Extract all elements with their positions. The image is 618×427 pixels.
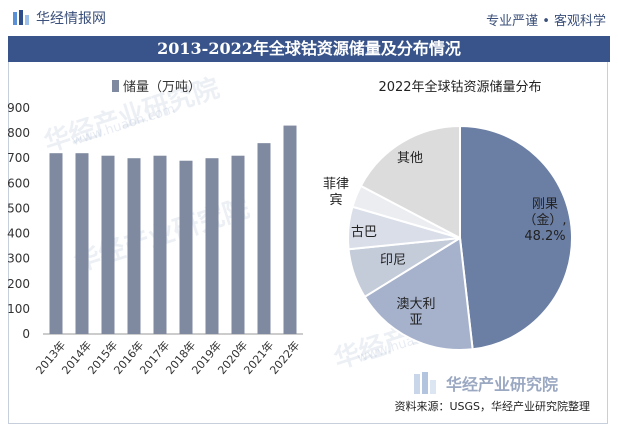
bar <box>101 155 115 334</box>
brand-name: 华经情报网 <box>36 11 106 27</box>
legend-swatch <box>112 80 119 92</box>
y-tick-label: 900 <box>7 101 30 115</box>
pie-slice-label-line: 澳大利 <box>396 296 435 312</box>
pie-title: 2022年全球钴资源储量分布 <box>378 79 541 95</box>
pie-slice <box>359 124 461 240</box>
legend-label: 储量（万吨） <box>123 80 201 95</box>
pie-slice-label-line: 菲律 <box>323 177 349 192</box>
slogan: 专业严谨 • 客观科学 <box>486 14 606 29</box>
pie-slice <box>363 236 474 351</box>
source-note: 资料来源：USGS，华经产业研究院整理 <box>394 400 590 413</box>
y-tick-label: 800 <box>7 126 30 140</box>
y-tick-label: 400 <box>7 227 30 241</box>
y-tick-label: 100 <box>7 302 30 316</box>
pie-slice-label-line: 48.2% <box>524 229 565 244</box>
brand: 华经情报网 <box>12 8 106 28</box>
pie-slice-label-line: 印尼 <box>380 253 406 268</box>
corner-logo-icon <box>414 372 436 394</box>
corner-logo: 华经产业研究院 <box>412 370 558 396</box>
y-tick-label: 500 <box>7 201 30 215</box>
pie-slice-label: 澳大利亚 <box>396 296 435 328</box>
bar-chart: 储量（万吨）01002003004005006007008009002013年2… <box>7 80 303 377</box>
y-tick-label: 700 <box>7 151 30 165</box>
y-tick-label: 600 <box>7 176 30 190</box>
y-tick-label: 200 <box>7 277 30 291</box>
top-bar: 华经情报网 专业严谨 • 客观科学 <box>0 0 618 36</box>
pie-slice-label: 菲律宾 <box>323 177 349 208</box>
pie-slice-label-line: 宾 <box>329 192 342 208</box>
pie-slice-label-line: （金）, <box>523 212 566 228</box>
y-tick-label: 300 <box>7 252 30 266</box>
pie-slice-label: 刚果（金）, 48.2% <box>523 197 566 244</box>
pie-slice-label-line: 其他 <box>397 151 423 166</box>
brand-logo-icon <box>13 10 29 25</box>
bar <box>205 158 219 334</box>
pie-slice-label-line: 刚果 <box>532 197 558 212</box>
bar <box>283 125 297 334</box>
bar <box>179 160 193 334</box>
chart-frame <box>8 62 608 424</box>
pie-slice-label-line: 古巴 <box>351 225 377 240</box>
bar <box>127 158 141 334</box>
bar <box>231 155 245 334</box>
bar <box>153 155 167 334</box>
bar <box>49 153 63 334</box>
bar <box>257 143 271 334</box>
pie-slice-label: 印尼 <box>380 253 406 268</box>
pie-slice <box>459 124 573 351</box>
y-tick-label: 0 <box>22 327 30 341</box>
pie-slice-label: 古巴 <box>351 225 377 240</box>
pie-slice-label: 其他 <box>397 151 423 166</box>
pie-slice-label-line: 亚 <box>409 313 422 328</box>
page-title: 2013-2022年全球钴资源储量及分布情况 <box>8 36 610 62</box>
corner-logo-text: 华经产业研究院 <box>446 375 559 394</box>
bar <box>75 153 89 334</box>
